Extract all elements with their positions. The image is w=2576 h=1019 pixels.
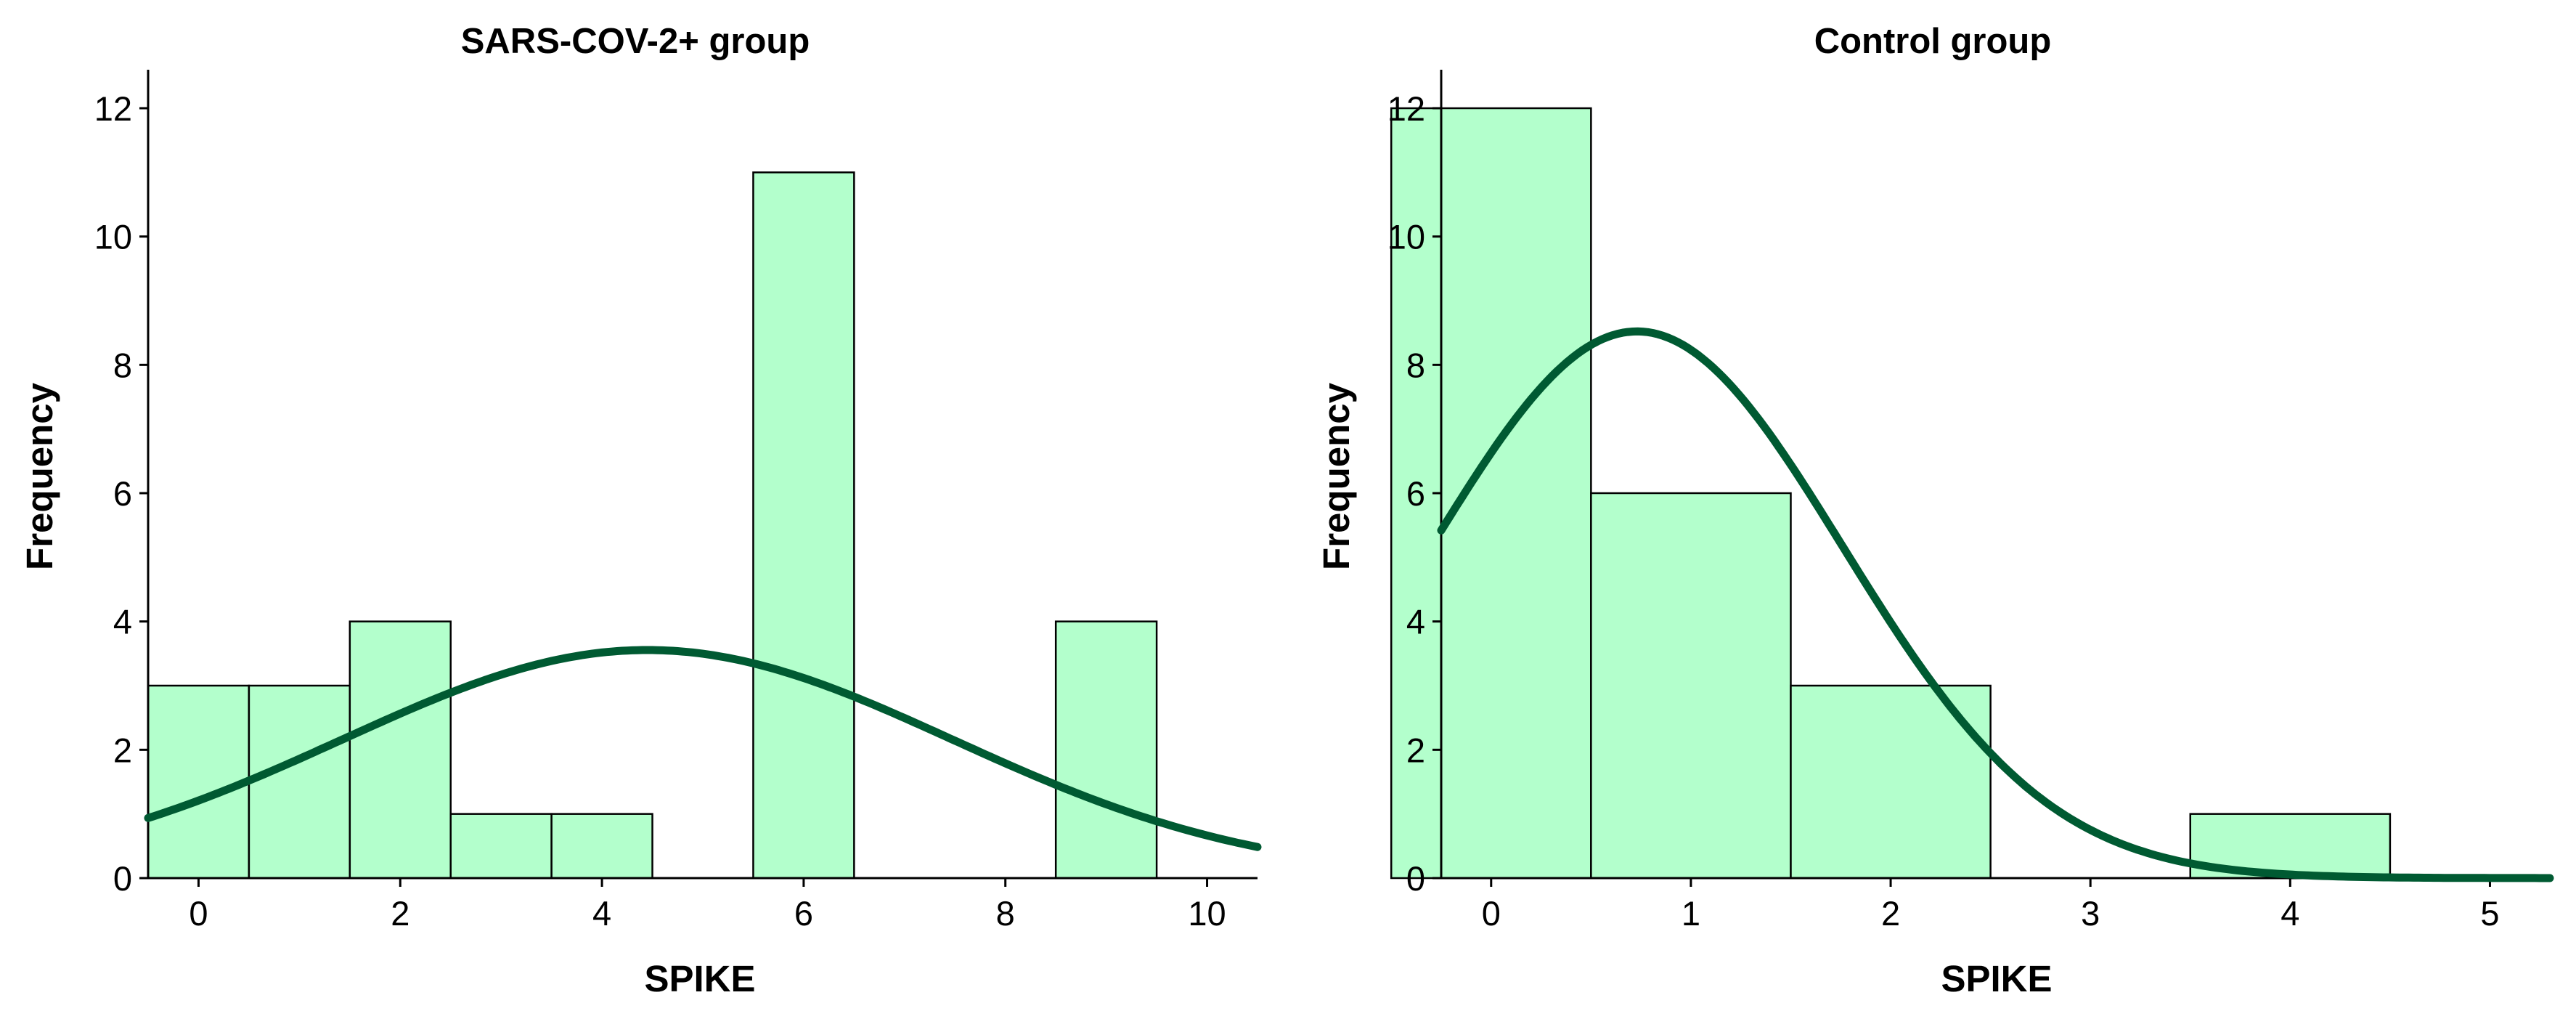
x-tick-label: 4 bbox=[2281, 894, 2299, 933]
y-tick-label: 4 bbox=[113, 603, 132, 641]
normal-curve bbox=[144, 646, 1262, 851]
y-tick-label: 8 bbox=[1406, 346, 1425, 384]
y-tick-label: 4 bbox=[1406, 603, 1425, 641]
chart-title: Control group bbox=[1814, 22, 2052, 61]
histogram-bar bbox=[1054, 620, 1158, 880]
x-tick-label: 6 bbox=[794, 894, 813, 933]
x-tick-label: 0 bbox=[189, 894, 208, 933]
y-tick-label: 0 bbox=[113, 859, 132, 898]
y-tick-label: 10 bbox=[1387, 218, 1425, 256]
y-tick-label: 0 bbox=[1406, 859, 1425, 898]
y-axis-label: Frequency bbox=[1316, 382, 1357, 570]
x-tick-label: 4 bbox=[592, 894, 611, 933]
histogram-bar bbox=[550, 813, 653, 880]
x-tick-label: 0 bbox=[1482, 894, 1501, 933]
y-tick-label: 8 bbox=[113, 346, 132, 384]
sars-cov-2-panel: SARS-COV-2+ group SPIKE Frequency 0 2 4 6 8 1… bbox=[19, 22, 1262, 999]
y-tick-label: 2 bbox=[1406, 731, 1425, 769]
x-axis-label: SPIKE bbox=[1941, 958, 2052, 999]
histogram-bar bbox=[1390, 107, 1592, 880]
y-tick-label: 12 bbox=[1387, 89, 1425, 128]
chart-title: SARS-COV-2+ group bbox=[461, 22, 810, 61]
control-panel: Control group SPIKE Frequency 0246810120… bbox=[1316, 22, 2554, 999]
plot-area: 0 2 4 6 8 10 12 0 2 4 6 8 10 bbox=[94, 70, 1262, 933]
x-tick-label: 5 bbox=[2480, 894, 2499, 933]
y-tick-label: 6 bbox=[1406, 474, 1425, 513]
x-tick-label: 2 bbox=[1881, 894, 1900, 933]
x-tick-label: 1 bbox=[1682, 894, 1700, 933]
x-tick-label: 8 bbox=[996, 894, 1015, 933]
histogram-bar bbox=[1590, 492, 1792, 880]
x-axis-label: SPIKE bbox=[644, 958, 755, 999]
y-tick-label: 2 bbox=[113, 731, 132, 769]
histogram-bar bbox=[147, 684, 250, 880]
x-tick-label: 10 bbox=[1188, 894, 1226, 933]
x-tick-label: 2 bbox=[391, 894, 409, 933]
histogram-bar bbox=[248, 684, 351, 880]
y-axis-label: Frequency bbox=[19, 382, 60, 570]
histogram-bar bbox=[349, 620, 452, 880]
y-tick-label: 6 bbox=[113, 474, 132, 513]
histogram-bar bbox=[449, 813, 553, 880]
y-tick-label: 10 bbox=[94, 218, 132, 256]
y-tick-label: 12 bbox=[94, 89, 132, 128]
x-tick-label: 3 bbox=[2081, 894, 2100, 933]
normal-curve bbox=[1437, 327, 2554, 882]
histogram-bar bbox=[752, 171, 855, 880]
